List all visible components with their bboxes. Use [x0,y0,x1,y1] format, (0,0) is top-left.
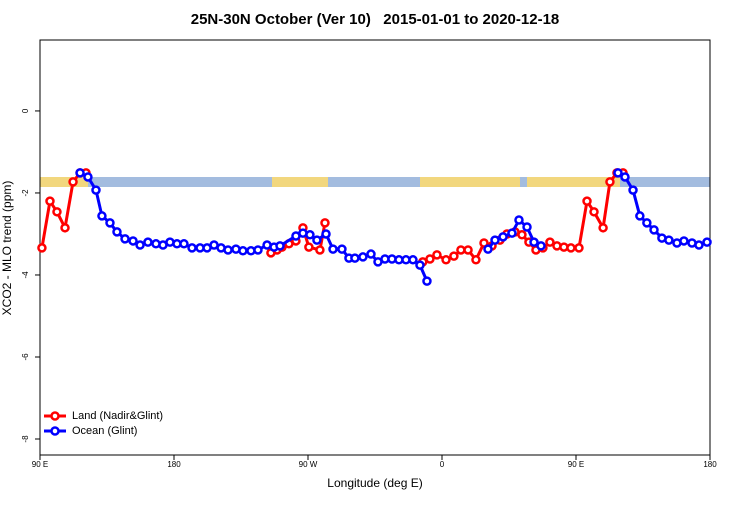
x-tick-label: 0 [440,460,445,469]
data-point [128,236,138,246]
data-point [328,244,338,254]
data-point [574,243,584,253]
data-point [415,260,425,270]
data-point [337,244,347,254]
data-point [305,230,315,240]
data-point [613,168,623,178]
y-tick-label: -2 [21,189,30,197]
data-point [425,254,435,264]
data-point [422,276,432,286]
data-point [642,218,652,228]
data-point [358,252,368,262]
data-point [694,240,704,250]
data-point [628,185,638,195]
data-point [605,177,615,187]
x-tick-label: 90 W [299,460,318,469]
x-tick-label: 180 [703,460,717,469]
data-point [490,235,500,245]
data-point [545,237,555,247]
data-point [522,222,532,232]
data-point [598,223,608,233]
data-point [679,236,689,246]
data-point [312,235,322,245]
data-point [37,243,47,253]
data-point [135,240,145,250]
land-strip [272,177,328,187]
data-point [635,211,645,221]
y-axis-label: XCO2 - MLO trend (ppm) [0,181,14,316]
data-point [479,238,489,248]
data-point [253,245,263,255]
data-point [664,235,674,245]
data-point [366,249,376,259]
data-point [463,245,473,255]
data-point [514,215,524,225]
data-point [702,237,712,247]
ocean-strip [40,177,710,187]
data-point [589,207,599,217]
data-point [483,244,493,254]
data-point [441,255,451,265]
data-point [105,218,115,228]
data-point [517,230,527,240]
data-point [449,251,459,261]
data-point [320,218,330,228]
data-point [566,243,576,253]
data-point [83,172,93,182]
data-point [120,234,130,244]
x-axis-label: Longitude (deg E) [327,476,422,490]
data-point [620,172,630,182]
legend-label: Land (Nadir&Glint) [72,410,163,422]
data-point [52,207,62,217]
x-tick-label: 180 [167,460,181,469]
data-point [223,245,233,255]
data-point [112,227,122,237]
data-point [471,255,481,265]
data-point [97,211,107,221]
data-point [179,239,189,249]
data-point [143,237,153,247]
data-point [68,177,78,187]
data-point [275,241,285,251]
data-point [507,228,517,238]
land-strip [40,177,88,187]
data-point [498,232,508,242]
data-point [60,223,70,233]
land-strip [420,177,520,187]
data-point [187,243,197,253]
data-point [304,242,314,252]
data-point [408,255,418,265]
map-strip [40,177,710,187]
chart-title: 25N-30N October (Ver 10) 2015-01-01 to 2… [191,11,560,28]
x-tick-label: 90 E [32,460,48,469]
land-strip [527,177,620,187]
data-point [45,196,55,206]
data-point [649,225,659,235]
data-point [536,241,546,251]
legend-marker [50,411,60,421]
y-tick-label: -4 [21,271,30,279]
x-tick-label: 90 E [568,460,584,469]
data-point [321,229,331,239]
data-point [582,196,592,206]
legend-marker [50,426,60,436]
y-tick-label: -6 [21,353,30,361]
data-point [529,237,539,247]
data-point [432,250,442,260]
legend-label: Ocean (Glint) [72,425,137,437]
data-point [75,168,85,178]
y-tick-label: 0 [21,108,30,113]
data-point [315,245,325,255]
data-point [238,246,248,256]
data-point [350,253,360,263]
data-point [91,185,101,195]
y-tick-label: -8 [21,435,30,443]
